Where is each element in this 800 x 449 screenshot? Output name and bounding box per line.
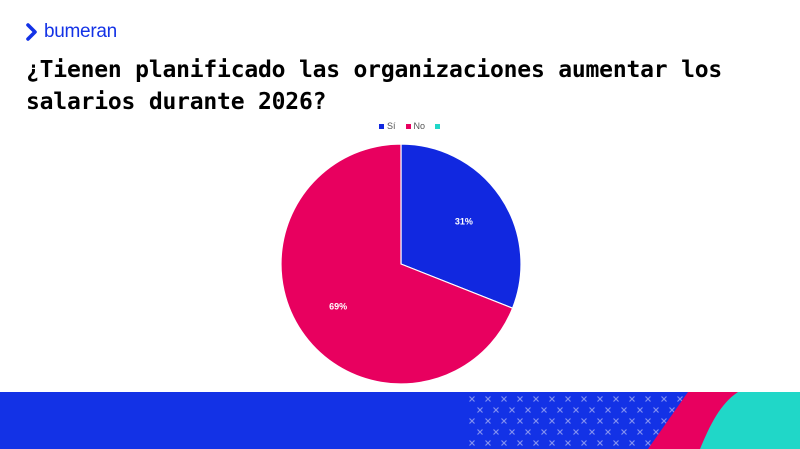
footer-x-mark	[581, 440, 587, 446]
legend-label-si: Sí	[387, 121, 396, 131]
page-title: ¿Tienen planificado las organizaciones a…	[26, 57, 723, 115]
legend-label-no: No	[413, 121, 426, 131]
footer-banner	[0, 392, 800, 449]
footer-x-mark	[637, 429, 643, 435]
footer-x-mark	[589, 429, 595, 435]
brand-name: bumeran	[44, 21, 117, 42]
footer-x-mark	[573, 429, 579, 435]
footer-x-mark	[509, 407, 515, 413]
footer-x-mark	[549, 440, 555, 446]
footer-x-mark	[517, 440, 523, 446]
footer-x-mark	[565, 396, 571, 402]
footer-x-mark	[533, 418, 539, 424]
footer-x-mark	[629, 396, 635, 402]
footer-x-mark	[485, 396, 491, 402]
footer-x-mark	[517, 418, 523, 424]
footer-x-mark	[501, 418, 507, 424]
footer-x-mark	[493, 429, 499, 435]
footer-x-mark	[621, 429, 627, 435]
footer-x-mark	[501, 396, 507, 402]
legend-item-no: No	[405, 121, 426, 131]
footer-x-mark	[581, 396, 587, 402]
footer-x-mark	[517, 396, 523, 402]
footer-x-mark	[677, 396, 683, 402]
footer-x-mark	[621, 407, 627, 413]
pie-labels: 31% 69%	[329, 216, 473, 311]
footer-x-mark	[669, 407, 675, 413]
footer-x-mark	[525, 407, 531, 413]
footer-x-mark	[629, 418, 635, 424]
footer-x-mark	[549, 418, 555, 424]
footer-x-mark	[597, 440, 603, 446]
pie-slice-no	[280, 143, 514, 385]
footer-x-mark	[629, 440, 635, 446]
pie-slices	[280, 143, 522, 385]
pie-slice-si	[400, 143, 522, 309]
footer-x-mark	[613, 396, 619, 402]
footer-x-mark	[525, 429, 531, 435]
footer-x-mark	[645, 396, 651, 402]
footer-x-mark	[469, 396, 475, 402]
footer-x-mark	[605, 407, 611, 413]
footer-x-mark	[581, 418, 587, 424]
footer-x-mark	[661, 396, 667, 402]
legend-swatch-no	[405, 123, 411, 129]
footer-x-mark	[557, 407, 563, 413]
footer-x-mark	[597, 418, 603, 424]
footer-x-mark	[477, 429, 483, 435]
footer-x-mark	[557, 429, 563, 435]
footer-x-mark	[541, 407, 547, 413]
footer-teal-shape	[700, 392, 800, 449]
footer-x-mark	[477, 407, 483, 413]
footer-x-mark	[509, 429, 515, 435]
footer-x-mark	[637, 407, 643, 413]
footer-x-mark	[597, 396, 603, 402]
footer-x-mark	[501, 440, 507, 446]
footer-x-mark	[469, 418, 475, 424]
footer-x-mark	[493, 407, 499, 413]
pie-label-si: 31%	[455, 216, 473, 226]
footer-x-mark	[653, 429, 659, 435]
footer-pink-stripe	[648, 392, 742, 449]
footer-x-mark	[661, 418, 667, 424]
bumeran-chevron-icon	[26, 23, 37, 41]
footer-x-mark	[469, 440, 475, 446]
footer-x-mark	[533, 440, 539, 446]
footer-x-mark	[541, 429, 547, 435]
footer-x-mark	[565, 418, 571, 424]
legend-item-si: Sí	[379, 121, 396, 131]
footer-graphic	[0, 392, 800, 449]
legend-item-third	[435, 123, 443, 129]
footer-x-mark	[485, 418, 491, 424]
legend-swatch-si	[379, 123, 384, 129]
chart-legend: Sí No	[379, 121, 443, 131]
footer-x-mark	[613, 440, 619, 446]
legend-swatch-third	[435, 123, 441, 129]
footer-x-mark	[573, 407, 579, 413]
footer-x-mark	[645, 440, 651, 446]
footer-x-mark	[565, 440, 571, 446]
footer-x-mark	[549, 396, 555, 402]
brand-logo: bumeran	[26, 22, 117, 42]
footer-x-mark	[653, 407, 659, 413]
footer-x-mark	[485, 440, 491, 446]
footer-x-mark	[533, 396, 539, 402]
footer-x-mark	[613, 418, 619, 424]
pie-label-no: 69%	[329, 302, 347, 312]
footer-x-mark	[645, 418, 651, 424]
footer-x-mark	[605, 429, 611, 435]
footer-x-mark	[589, 407, 595, 413]
